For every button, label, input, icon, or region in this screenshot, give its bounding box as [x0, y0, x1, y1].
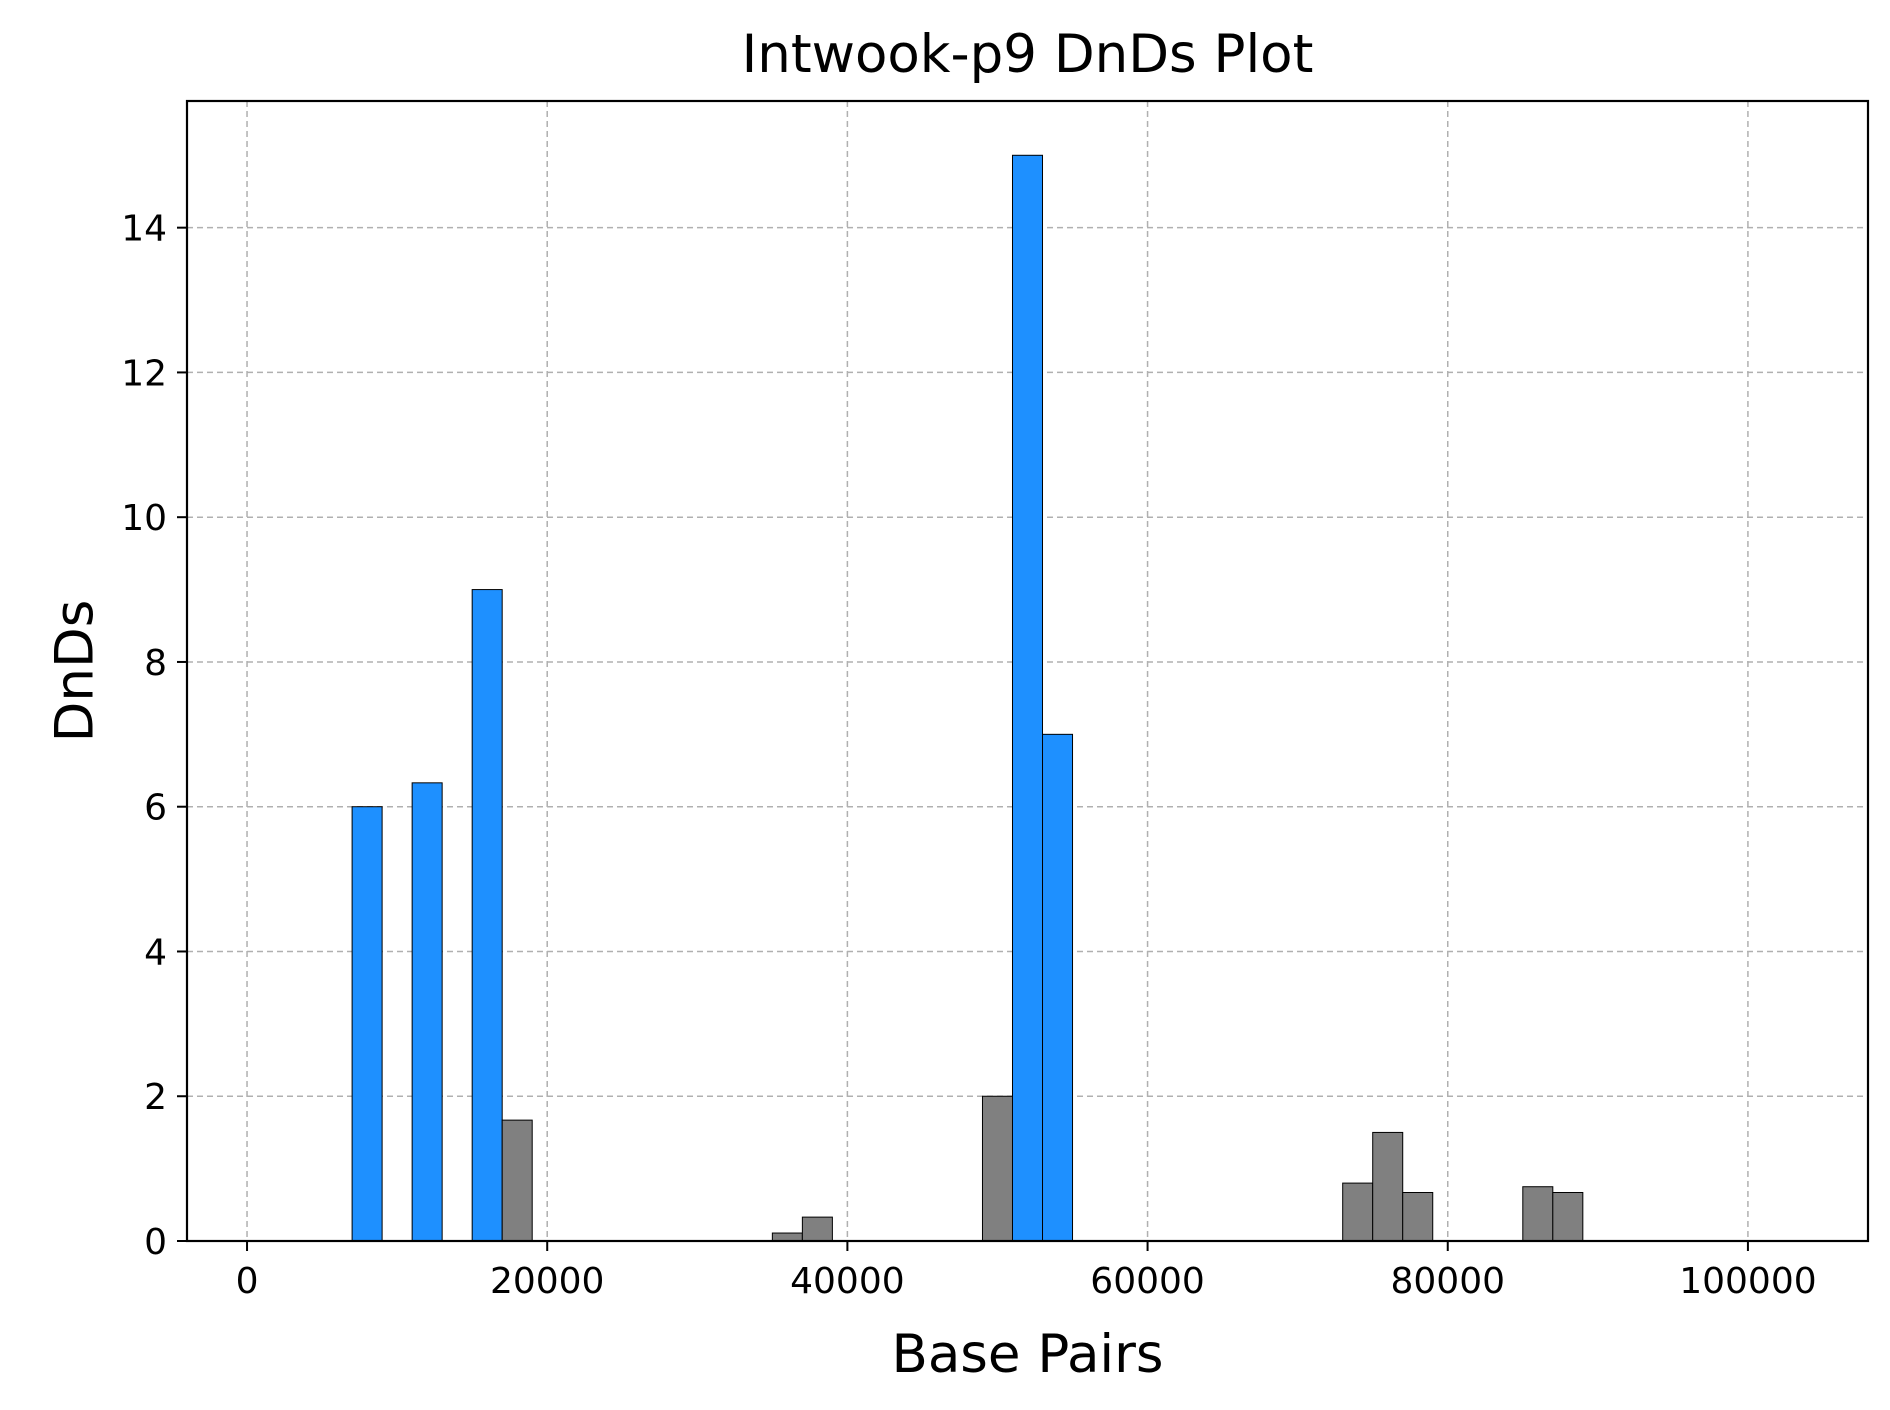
y-tick-label: 2	[144, 1077, 167, 1118]
x-tick-label: 0	[236, 1261, 259, 1302]
y-tick-label: 4	[144, 932, 167, 973]
y-tick-label: 6	[144, 788, 167, 829]
y-tick-label: 14	[121, 209, 167, 250]
axis-ticks: 0 20000 40000 60000 80000 100000 0 2 4 6 8 10 12 14	[121, 209, 1816, 1302]
y-tick-label: 0	[144, 1222, 167, 1263]
y-tick-label: 8	[144, 643, 167, 684]
bar-54000	[1042, 733, 1074, 1242]
bar-52000	[1011, 154, 1044, 1242]
bar-50000	[981, 1095, 1013, 1242]
bar-36000	[771, 1232, 803, 1242]
x-tick-label: 80000	[1390, 1261, 1505, 1302]
bar-38000	[801, 1216, 833, 1242]
bar-78000	[1402, 1192, 1434, 1242]
bar-86000	[1522, 1186, 1554, 1242]
bar-74000	[1342, 1182, 1374, 1242]
chart-title: Intwook-p9 DnDs Plot	[742, 24, 1314, 85]
bar-88000	[1552, 1192, 1584, 1242]
bar-18000	[501, 1119, 533, 1242]
y-axis-label: DnDs	[45, 600, 106, 743]
x-axis-label: Base Pairs	[891, 1324, 1163, 1385]
x-tick-label: 40000	[790, 1261, 905, 1302]
x-tick-label: 60000	[1090, 1261, 1205, 1302]
bar-16000	[471, 589, 503, 1242]
bars	[351, 154, 1584, 1242]
bar-8000	[351, 806, 383, 1242]
y-tick-label: 12	[121, 353, 167, 394]
y-tick-label: 10	[121, 498, 167, 539]
bar-12000	[411, 782, 443, 1242]
bar-76000	[1372, 1131, 1404, 1242]
plot-frame	[185, 99, 1870, 1243]
x-tick-label: 100000	[1679, 1261, 1816, 1302]
x-tick-label: 20000	[490, 1261, 605, 1302]
